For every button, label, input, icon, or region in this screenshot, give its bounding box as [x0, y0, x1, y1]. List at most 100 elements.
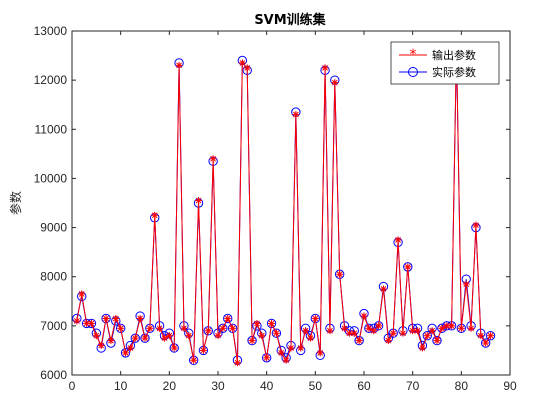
output-point [331, 79, 339, 87]
legend-box [390, 41, 500, 85]
actual-point [115, 323, 126, 334]
output-point [238, 59, 246, 67]
output-point [258, 332, 266, 340]
output-point [122, 349, 130, 357]
y-tick-label: 11000 [35, 122, 68, 136]
output-point [326, 327, 334, 335]
y-axis-label: 参数 [8, 191, 23, 215]
output-point [428, 327, 436, 335]
actual-point [310, 313, 321, 324]
output-point [131, 334, 139, 342]
y-tick-label: 8000 [40, 270, 67, 284]
output-point [146, 324, 154, 332]
actual-point [437, 323, 447, 334]
output-point [438, 324, 446, 332]
output-point [160, 334, 168, 342]
output-point [389, 329, 397, 337]
actual-point [101, 313, 111, 324]
y-tick-label: 10000 [34, 171, 68, 185]
output-point [102, 314, 110, 322]
output-point [87, 319, 95, 327]
output-point [418, 344, 426, 352]
actual-point [373, 321, 384, 331]
output-point [482, 339, 490, 347]
output-point [287, 344, 295, 352]
output-point [156, 324, 164, 332]
axis-ticks: 0 10 20 30 40 50 60 70 80 90 6000 7000 8000 9000 10000… [34, 24, 517, 393]
output-point [350, 329, 358, 337]
output-point [462, 280, 470, 288]
output-point [224, 314, 232, 322]
legend-circle-icon [408, 67, 418, 77]
output-point [472, 221, 480, 229]
legend-label-actual: 实际参数 [432, 65, 476, 79]
x-tick-label: 70 [406, 379, 420, 393]
output-point [341, 324, 349, 332]
x-tick-label: 0 [69, 379, 76, 393]
output-point [151, 211, 159, 219]
output-point [414, 327, 422, 335]
output-point [233, 359, 241, 367]
actual-point [120, 348, 131, 358]
x-tick-label: 30 [211, 379, 225, 393]
output-point [336, 270, 344, 278]
legend: * 输出参数 实际参数 [390, 41, 500, 85]
y-tick-label: 6000 [40, 368, 67, 382]
actual-point [227, 323, 238, 334]
output-point [214, 332, 222, 340]
output-point [277, 349, 285, 357]
actual-point [422, 330, 432, 341]
output-point [141, 334, 149, 342]
output-point [170, 344, 178, 352]
output-point [302, 327, 310, 335]
output-point [73, 317, 81, 325]
output-point [375, 322, 383, 330]
x-tick-label: 20 [163, 379, 177, 393]
legend-asterisk-icon: * [410, 47, 417, 63]
plot-area [71, 30, 511, 376]
y-tick-label: 13000 [34, 24, 68, 38]
output-point [229, 324, 237, 332]
output-point [97, 342, 105, 350]
x-tick-label: 50 [309, 379, 323, 393]
actual-point [480, 338, 491, 348]
x-tick-label: 40 [260, 379, 274, 393]
output-point [282, 356, 290, 364]
actual-point [271, 328, 282, 338]
output-point [321, 64, 329, 72]
output-point [204, 327, 212, 335]
output-point [190, 356, 198, 364]
x-tick-label: 60 [357, 379, 371, 393]
actual-point [261, 353, 272, 363]
output-series-line [76, 45, 491, 363]
output-point [92, 332, 100, 340]
x-tick-label: 90 [503, 379, 517, 393]
actual-point [364, 323, 374, 334]
actual-point [223, 313, 233, 324]
x-tick-label: 80 [455, 379, 469, 393]
output-point [83, 319, 91, 327]
output-point [195, 197, 203, 205]
output-point [126, 344, 134, 352]
output-point [253, 319, 261, 327]
output-point [209, 155, 217, 163]
output-point [185, 332, 193, 340]
output-point [268, 319, 276, 327]
output-point [117, 324, 125, 332]
output-point [487, 332, 495, 340]
y-tick-label: 12000 [34, 73, 68, 87]
output-point [180, 324, 188, 332]
actual-point [266, 318, 277, 329]
x-tick-label: 10 [114, 379, 128, 393]
output-point [136, 314, 144, 322]
output-point [199, 346, 207, 354]
output-point [477, 332, 485, 340]
output-point [243, 64, 251, 72]
y-tick-label: 7000 [40, 319, 67, 333]
output-point [457, 324, 465, 332]
output-point [316, 349, 324, 357]
actual-point [130, 333, 140, 343]
output-point [433, 337, 441, 345]
output-point [370, 327, 378, 335]
